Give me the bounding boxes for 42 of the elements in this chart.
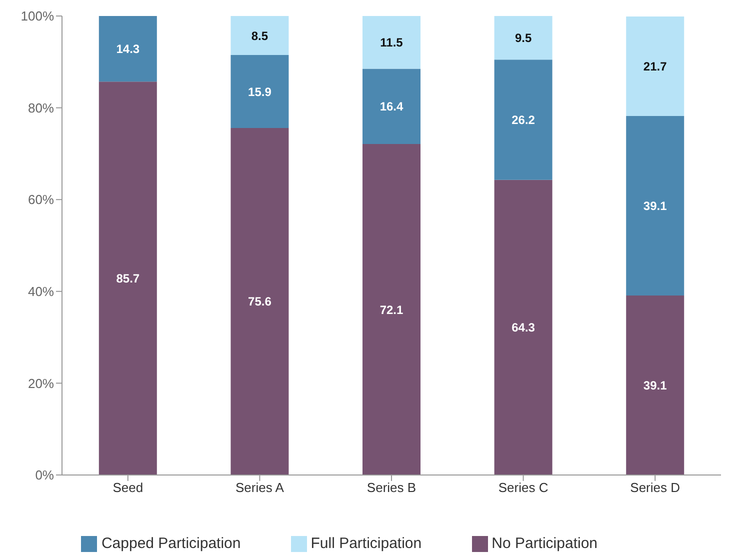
bar [494,16,552,60]
data-label: 14.3 [116,42,140,56]
y-tick-label: 0% [35,468,54,483]
data-label: 26.2 [512,112,536,127]
x-tick-label: Series C [498,480,548,496]
bar [362,16,421,69]
legend-label: No Participation [492,534,598,552]
data-label: 75.6 [248,294,272,309]
bar [230,55,289,128]
data-label: 15.9 [248,84,272,99]
data-label: 16.4 [380,100,404,114]
legend-label: Full Participation [310,534,422,552]
bar [494,60,552,180]
data-label: 9.5 [514,31,532,46]
bar [494,180,552,475]
x-tick-label: Seed [112,480,144,496]
data-label: 85.7 [116,272,140,286]
data-label: 72.1 [380,302,404,317]
data-label: 21.7 [643,60,668,74]
y-tick-label: 40% [28,284,54,299]
bar [626,16,684,116]
y-tick-label: 100% [20,8,54,24]
data-label: 64.3 [512,320,536,335]
data-label: 11.5 [380,36,404,50]
data-label: 39.1 [643,378,668,392]
x-tick-label: Series A [235,480,284,496]
bar [230,16,289,56]
bar [362,68,421,144]
y-tick-label: 80% [28,100,54,116]
legend-label: Capped Participation [101,534,241,552]
y-tick-label: 60% [28,192,54,208]
bar [362,144,421,475]
data-label: 39.1 [643,199,668,214]
data-label: 8.5 [251,28,268,43]
bar [626,296,684,475]
bar [230,128,289,475]
bar [626,116,684,296]
y-tick-label: 20% [28,376,54,391]
bar [98,82,157,475]
bar [98,16,157,82]
x-tick-label: Series D [630,480,680,496]
x-tick-label: Series B [366,480,416,496]
